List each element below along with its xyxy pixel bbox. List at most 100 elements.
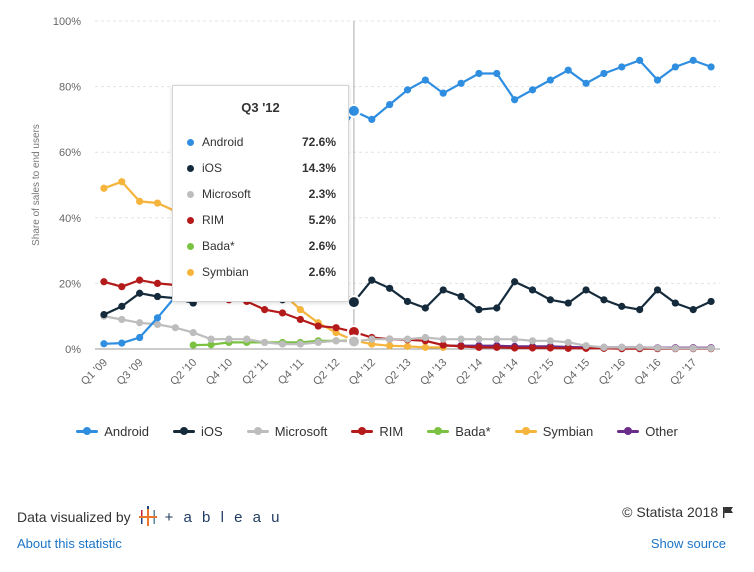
data-point[interactable] [493,69,501,78]
data-point[interactable] [403,342,412,350]
data-point[interactable] [278,340,287,348]
data-point[interactable] [136,333,144,342]
data-point[interactable] [546,296,554,304]
data-point[interactable] [582,342,590,350]
data-point[interactable] [439,89,447,97]
data-point[interactable] [457,292,465,301]
data-point[interactable] [439,335,447,343]
data-point[interactable] [136,319,144,327]
data-point[interactable] [671,344,679,352]
data-point[interactable] [421,333,429,342]
data-point[interactable] [386,335,394,343]
data-point[interactable] [707,344,715,352]
show-source-link[interactable]: Show source [650,536,726,551]
data-point[interactable] [296,340,304,348]
data-point[interactable] [475,343,483,351]
data-point[interactable] [403,297,412,306]
legend-item-bada[interactable]: Bada* [427,424,491,439]
legend-item-other[interactable]: Other [617,424,678,439]
data-point[interactable] [118,315,126,324]
data-point[interactable] [475,69,483,78]
data-point[interactable] [296,315,304,324]
data-point[interactable] [403,86,412,94]
data-point[interactable] [261,338,269,347]
data-point[interactable] [653,344,662,352]
data-point[interactable] [618,343,626,351]
data-point[interactable] [100,184,108,192]
data-point[interactable] [314,338,322,347]
data-point[interactable] [118,178,126,186]
data-point[interactable] [386,101,394,109]
data-point[interactable] [618,302,626,310]
data-point[interactable] [346,334,361,349]
data-point[interactable] [225,335,233,343]
data-point[interactable] [493,343,501,351]
data-point[interactable] [493,335,501,343]
data-point[interactable] [618,63,626,71]
data-point[interactable] [100,340,108,348]
data-point[interactable] [653,76,662,84]
data-point[interactable] [439,341,447,349]
data-point[interactable] [546,344,554,352]
data-point[interactable] [421,343,429,351]
data-point[interactable] [386,284,394,292]
data-point[interactable] [600,69,608,78]
data-point[interactable] [314,322,322,330]
data-point[interactable] [636,343,644,351]
data-point[interactable] [118,302,126,310]
data-point[interactable] [243,335,251,343]
data-point[interactable] [153,292,162,301]
data-point[interactable] [100,278,108,286]
data-point[interactable] [332,324,340,332]
data-point[interactable] [368,276,376,284]
data-point[interactable] [153,279,162,287]
data-point[interactable] [475,335,483,343]
legend-item-microsoft[interactable]: Microsoft [246,424,327,439]
data-point[interactable] [475,306,483,314]
data-point[interactable] [118,283,126,291]
data-point[interactable] [707,63,715,71]
data-point[interactable] [546,76,554,84]
about-statistic-link[interactable]: About this statistic [17,536,122,551]
data-point[interactable] [136,276,144,284]
data-point[interactable] [600,343,608,351]
data-point[interactable] [153,199,162,207]
data-point[interactable] [346,295,361,310]
data-point[interactable] [189,329,197,337]
data-point[interactable] [582,286,590,294]
data-point[interactable] [564,338,572,347]
data-point[interactable] [493,304,501,312]
data-point[interactable] [671,299,679,307]
data-point[interactable] [261,306,269,314]
data-point[interactable] [189,341,197,349]
data-point[interactable] [653,286,662,294]
data-point[interactable] [346,103,361,118]
data-point[interactable] [421,76,429,84]
data-point[interactable] [564,66,572,74]
data-point[interactable] [403,335,412,343]
data-point[interactable] [511,278,519,286]
data-point[interactable] [636,56,644,64]
data-point[interactable] [136,289,144,297]
data-point[interactable] [457,342,465,350]
data-point[interactable] [707,297,715,306]
data-point[interactable] [296,306,304,314]
legend-item-android[interactable]: Android [76,424,149,439]
data-point[interactable] [671,63,679,71]
data-point[interactable] [511,335,519,343]
data-point[interactable] [564,344,572,352]
data-point[interactable] [582,79,590,87]
data-point[interactable] [689,56,697,64]
data-point[interactable] [457,335,465,343]
data-point[interactable] [153,314,162,322]
data-point[interactable] [528,344,537,352]
data-point[interactable] [511,344,519,352]
data-point[interactable] [689,306,697,314]
data-point[interactable] [689,344,697,352]
data-point[interactable] [332,329,340,337]
legend-item-rim[interactable]: RIM [351,424,403,439]
legend-item-ios[interactable]: iOS [173,424,223,439]
data-point[interactable] [136,197,144,205]
data-point[interactable] [457,79,465,87]
data-point[interactable] [368,340,376,348]
